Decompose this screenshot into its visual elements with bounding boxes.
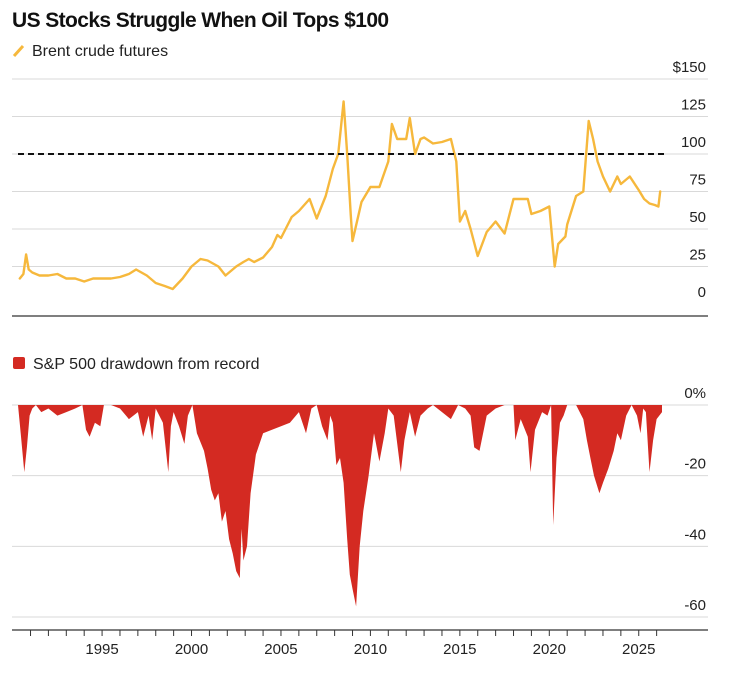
oil-y-tick-label: 75: [689, 172, 706, 189]
x-axis-ticks: 1995 2000 2005 2010 2015 2020 2025: [30, 630, 658, 658]
x-tick-label: 2015: [443, 641, 476, 658]
drawdown-legend-swatch: [13, 357, 25, 369]
drawdown-y-tick-label: 0%: [684, 385, 706, 402]
oil-y-tick-label: 100: [681, 134, 706, 151]
oil-gridlines: [12, 78, 708, 267]
oil-y-tick-label: 125: [681, 97, 706, 114]
drawdown-y-axis-ticks: 0% -20 -40 -60: [684, 385, 706, 614]
oil-legend-swatch: [12, 44, 25, 58]
oil-y-tick-label: 50: [689, 209, 706, 226]
oil-legend-label: Brent crude futures: [32, 43, 168, 60]
x-tick-label: 2000: [175, 641, 208, 658]
oil-y-tick-label: 25: [689, 247, 706, 264]
drawdown-y-tick-label: -40: [684, 526, 706, 543]
x-tick-label: 1995: [85, 641, 118, 658]
drawdown-area: [18, 405, 662, 607]
chart-title: US Stocks Struggle When Oil Tops $100: [12, 9, 389, 32]
drawdown-y-tick-label: -60: [684, 597, 706, 614]
x-tick-label: 2020: [533, 641, 566, 658]
x-tick-label: 2025: [622, 641, 655, 658]
x-tick-label: 2010: [354, 641, 387, 658]
oil-y-axis-ticks: $150 125 100 75 50 25 0: [673, 59, 706, 301]
oil-price-line: [18, 100, 662, 291]
x-tick-label: 2005: [264, 641, 297, 658]
oil-y-tick-label: 0: [698, 284, 706, 301]
drawdown-legend-label: S&P 500 drawdown from record: [33, 356, 259, 373]
drawdown-y-tick-label: -20: [684, 456, 706, 473]
oil-y-tick-label: $150: [673, 59, 706, 76]
